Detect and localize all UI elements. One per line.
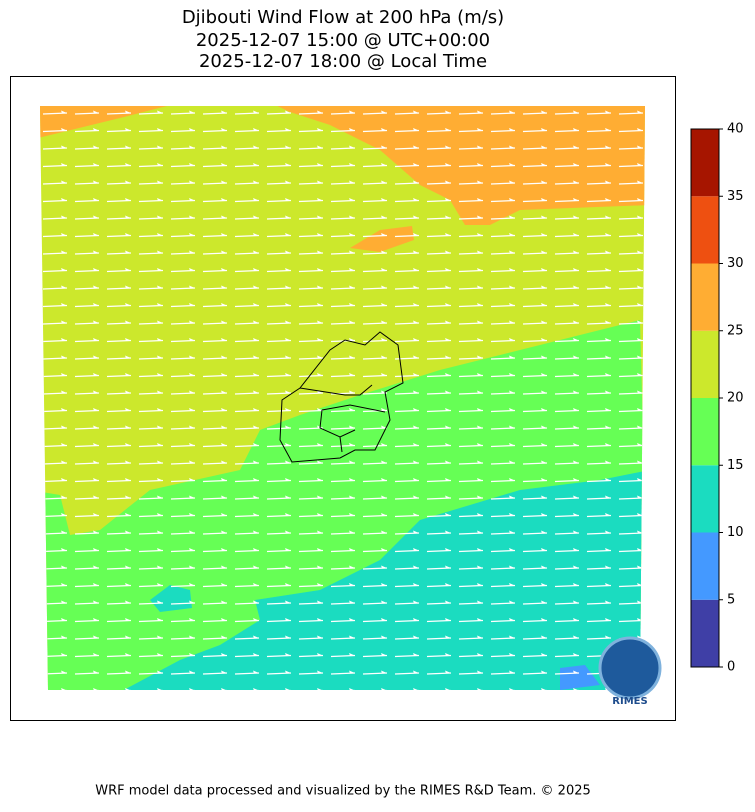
footer: WRF model data processed and visualized … [95, 784, 591, 799]
tick-label: 35 [727, 189, 744, 204]
colorbar-segment [691, 196, 719, 264]
colorbar-segment [691, 532, 719, 600]
map [40, 106, 645, 690]
tick-label: 15 [727, 458, 744, 473]
tick-label: 25 [727, 323, 744, 338]
tick-label: 0 [727, 660, 735, 675]
tick-label: 40 [727, 122, 744, 137]
colorbar-segment [691, 599, 719, 667]
colorbar-segment [691, 398, 719, 466]
logo-emblem [598, 636, 662, 700]
logo-text: RIMES [612, 696, 647, 707]
logo: RIMES [598, 636, 662, 707]
tick-label: 20 [727, 391, 744, 406]
colorbar: 0 5 10 15 20 25 30 35 40 [690, 122, 744, 675]
tick-label: 10 [727, 525, 744, 540]
colorbar-segment [691, 465, 719, 533]
tick-label: 30 [727, 256, 744, 271]
title-line: 2025-12-07 18:00 @ Local Time [199, 51, 487, 72]
wind-vectors [40, 106, 645, 690]
colorbar-segment [691, 129, 719, 197]
title-line: 2025-12-07 15:00 @ UTC+00:00 [196, 30, 490, 51]
colorbar-segment [691, 330, 719, 398]
tick-label: 5 [727, 592, 735, 607]
colorbar-segment [691, 263, 719, 331]
title-line: Djibouti Wind Flow at 200 hPa (m/s) [182, 7, 504, 28]
map-frame [10, 76, 676, 721]
country-border [279, 331, 404, 463]
